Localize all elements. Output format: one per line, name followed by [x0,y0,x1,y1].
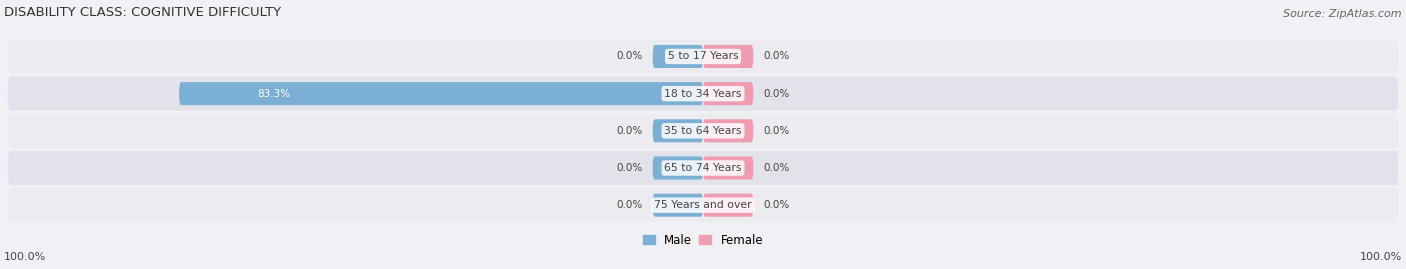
Text: 0.0%: 0.0% [763,200,790,210]
Text: Source: ZipAtlas.com: Source: ZipAtlas.com [1284,9,1402,19]
Legend: Male, Female: Male, Female [638,229,768,251]
FancyBboxPatch shape [7,77,1399,111]
Text: 18 to 34 Years: 18 to 34 Years [664,89,742,99]
FancyBboxPatch shape [7,151,1399,185]
Text: 0.0%: 0.0% [763,89,790,99]
FancyBboxPatch shape [652,119,703,142]
Text: 100.0%: 100.0% [4,252,46,262]
Text: 5 to 17 Years: 5 to 17 Years [668,51,738,62]
Text: 65 to 74 Years: 65 to 74 Years [664,163,742,173]
FancyBboxPatch shape [7,39,1399,73]
FancyBboxPatch shape [652,157,703,179]
Text: 0.0%: 0.0% [763,126,790,136]
FancyBboxPatch shape [179,82,703,105]
FancyBboxPatch shape [703,45,754,68]
Text: DISABILITY CLASS: COGNITIVE DIFFICULTY: DISABILITY CLASS: COGNITIVE DIFFICULTY [4,6,281,19]
Text: 0.0%: 0.0% [763,163,790,173]
Text: 0.0%: 0.0% [616,51,643,62]
Text: 100.0%: 100.0% [1360,252,1402,262]
FancyBboxPatch shape [703,157,754,179]
FancyBboxPatch shape [703,119,754,142]
Text: 0.0%: 0.0% [616,200,643,210]
Text: 0.0%: 0.0% [763,51,790,62]
FancyBboxPatch shape [703,194,754,217]
Text: 75 Years and over: 75 Years and over [654,200,752,210]
FancyBboxPatch shape [7,188,1399,222]
FancyBboxPatch shape [652,194,703,217]
FancyBboxPatch shape [7,114,1399,148]
Text: 83.3%: 83.3% [257,89,291,99]
Text: 35 to 64 Years: 35 to 64 Years [664,126,742,136]
FancyBboxPatch shape [652,45,703,68]
Text: 0.0%: 0.0% [616,163,643,173]
FancyBboxPatch shape [703,82,754,105]
Text: 0.0%: 0.0% [616,126,643,136]
